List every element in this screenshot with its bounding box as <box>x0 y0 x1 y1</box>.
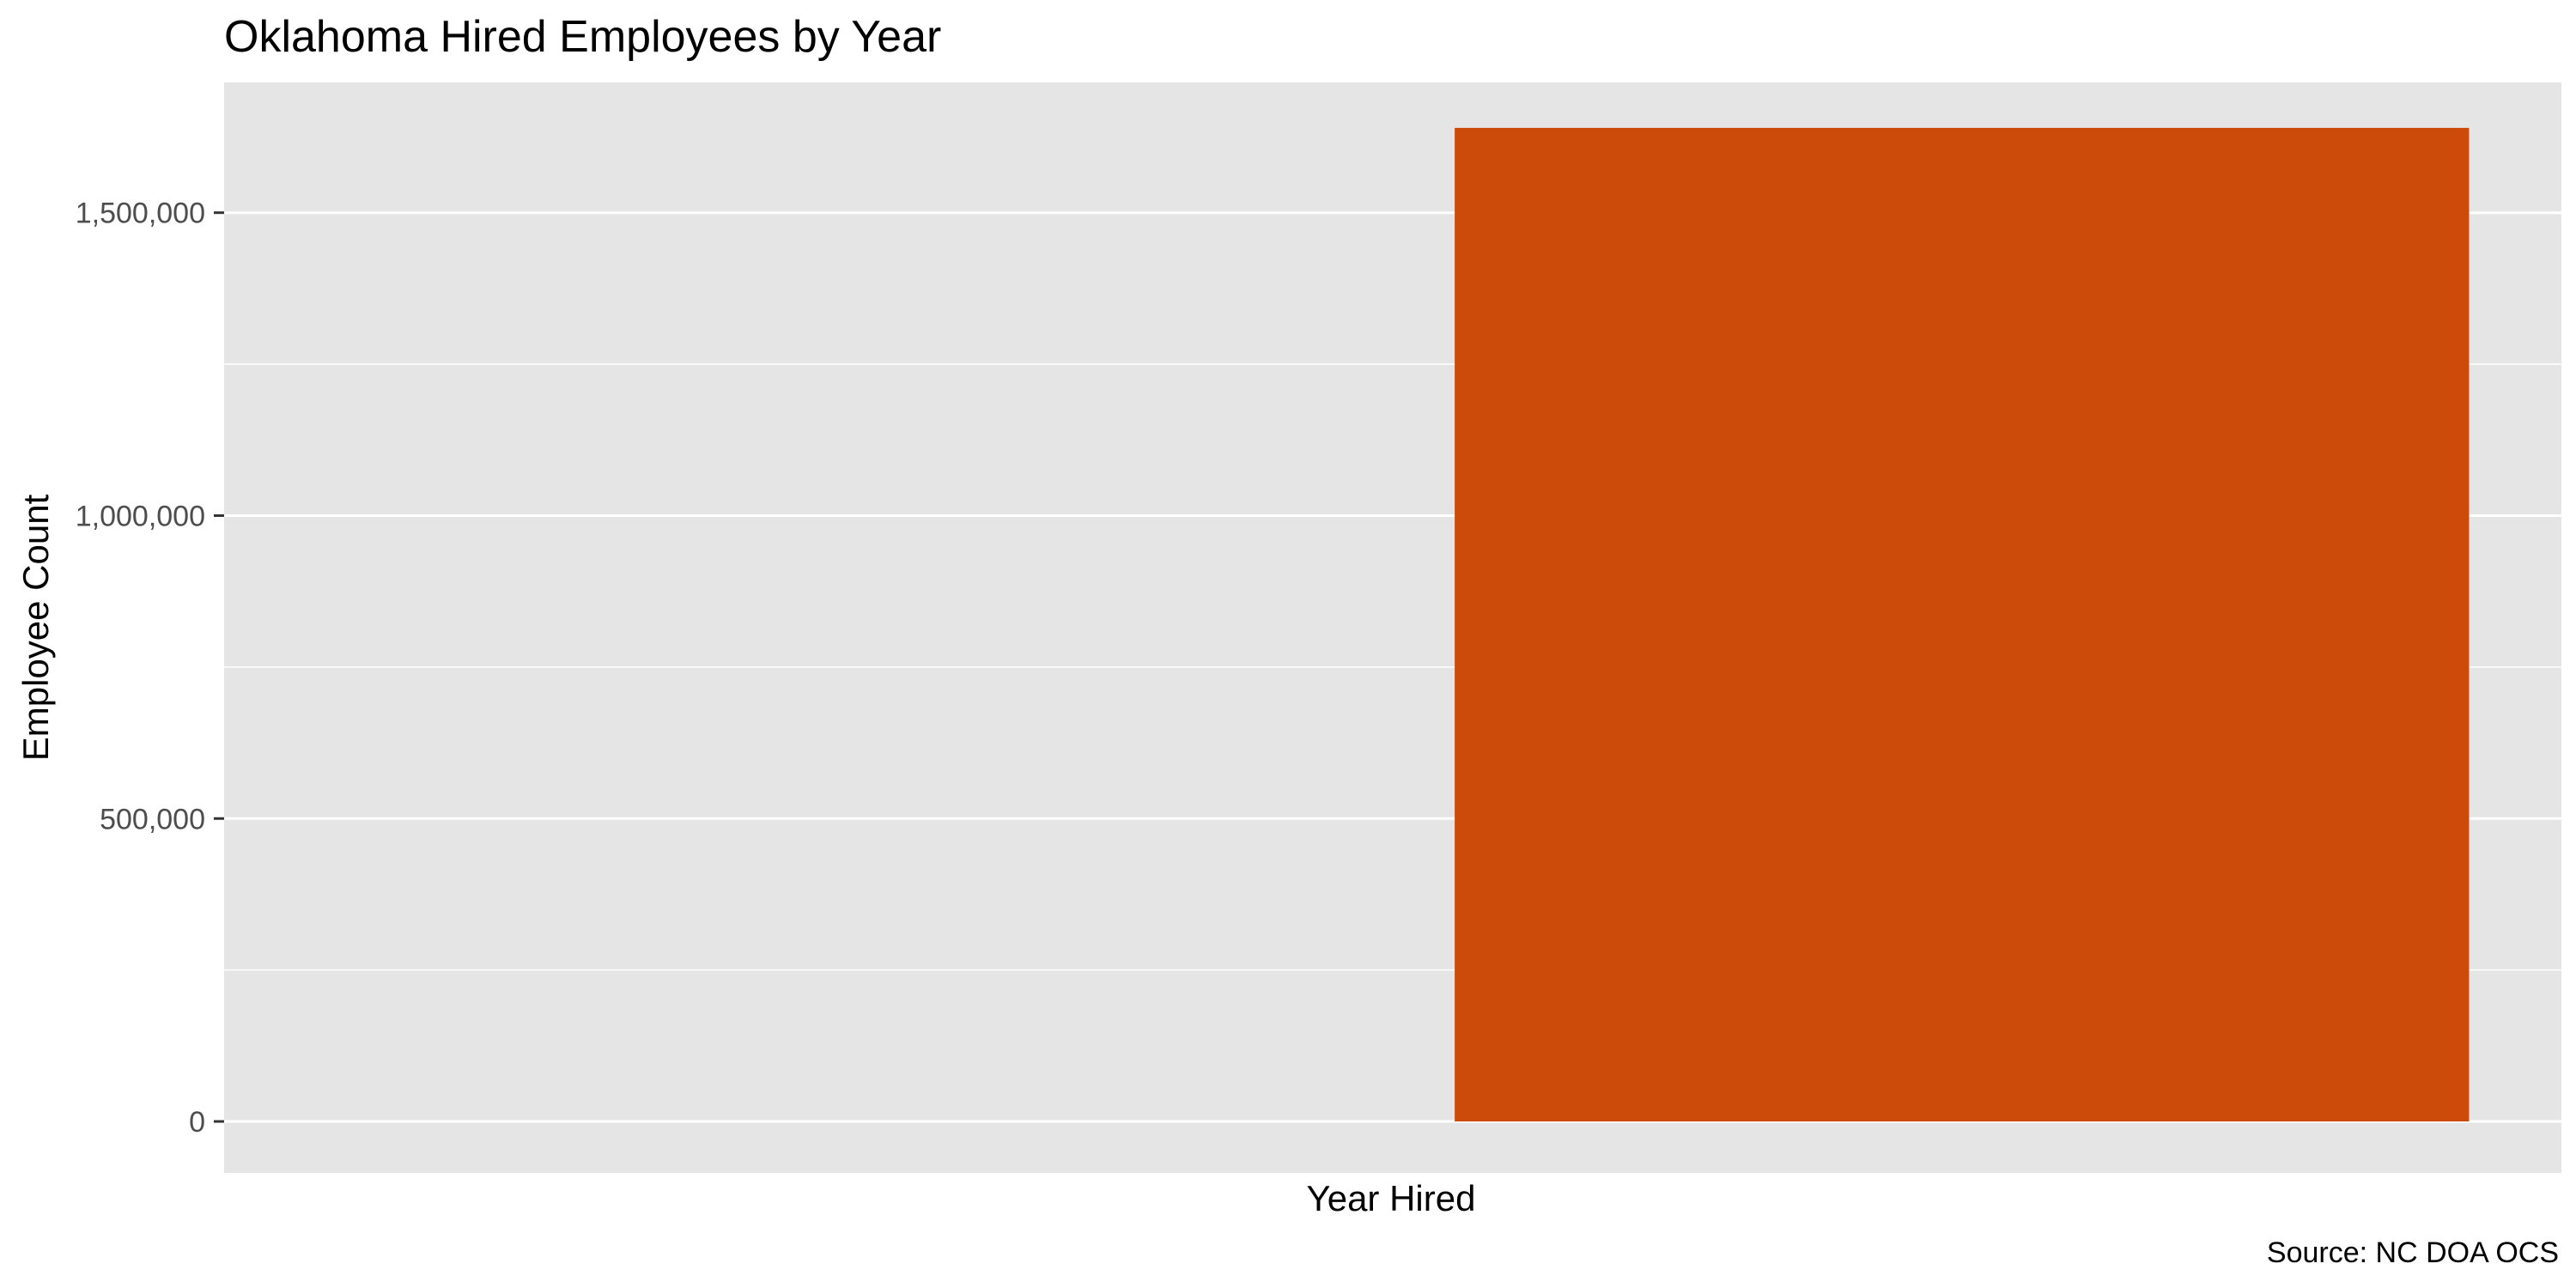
chart-caption: Source: NC DOA OCS <box>2267 1236 2559 1269</box>
y-tick-label: 500,000 <box>100 803 205 835</box>
chart-title: Oklahoma Hired Employees by Year <box>224 12 941 62</box>
y-axis-ticks: 0 500,000 1,000,000 1,500,000 <box>76 197 224 1139</box>
y-tick-label: 1,500,000 <box>76 197 205 230</box>
y-tick-label: 0 <box>189 1106 205 1139</box>
y-tick-label: 1,000,000 <box>76 500 205 532</box>
y-axis-title: Employee Count <box>15 494 56 761</box>
x-axis-title: Year Hired <box>1307 1178 1476 1218</box>
bars <box>1455 127 2470 1122</box>
bar <box>1455 127 2470 1122</box>
